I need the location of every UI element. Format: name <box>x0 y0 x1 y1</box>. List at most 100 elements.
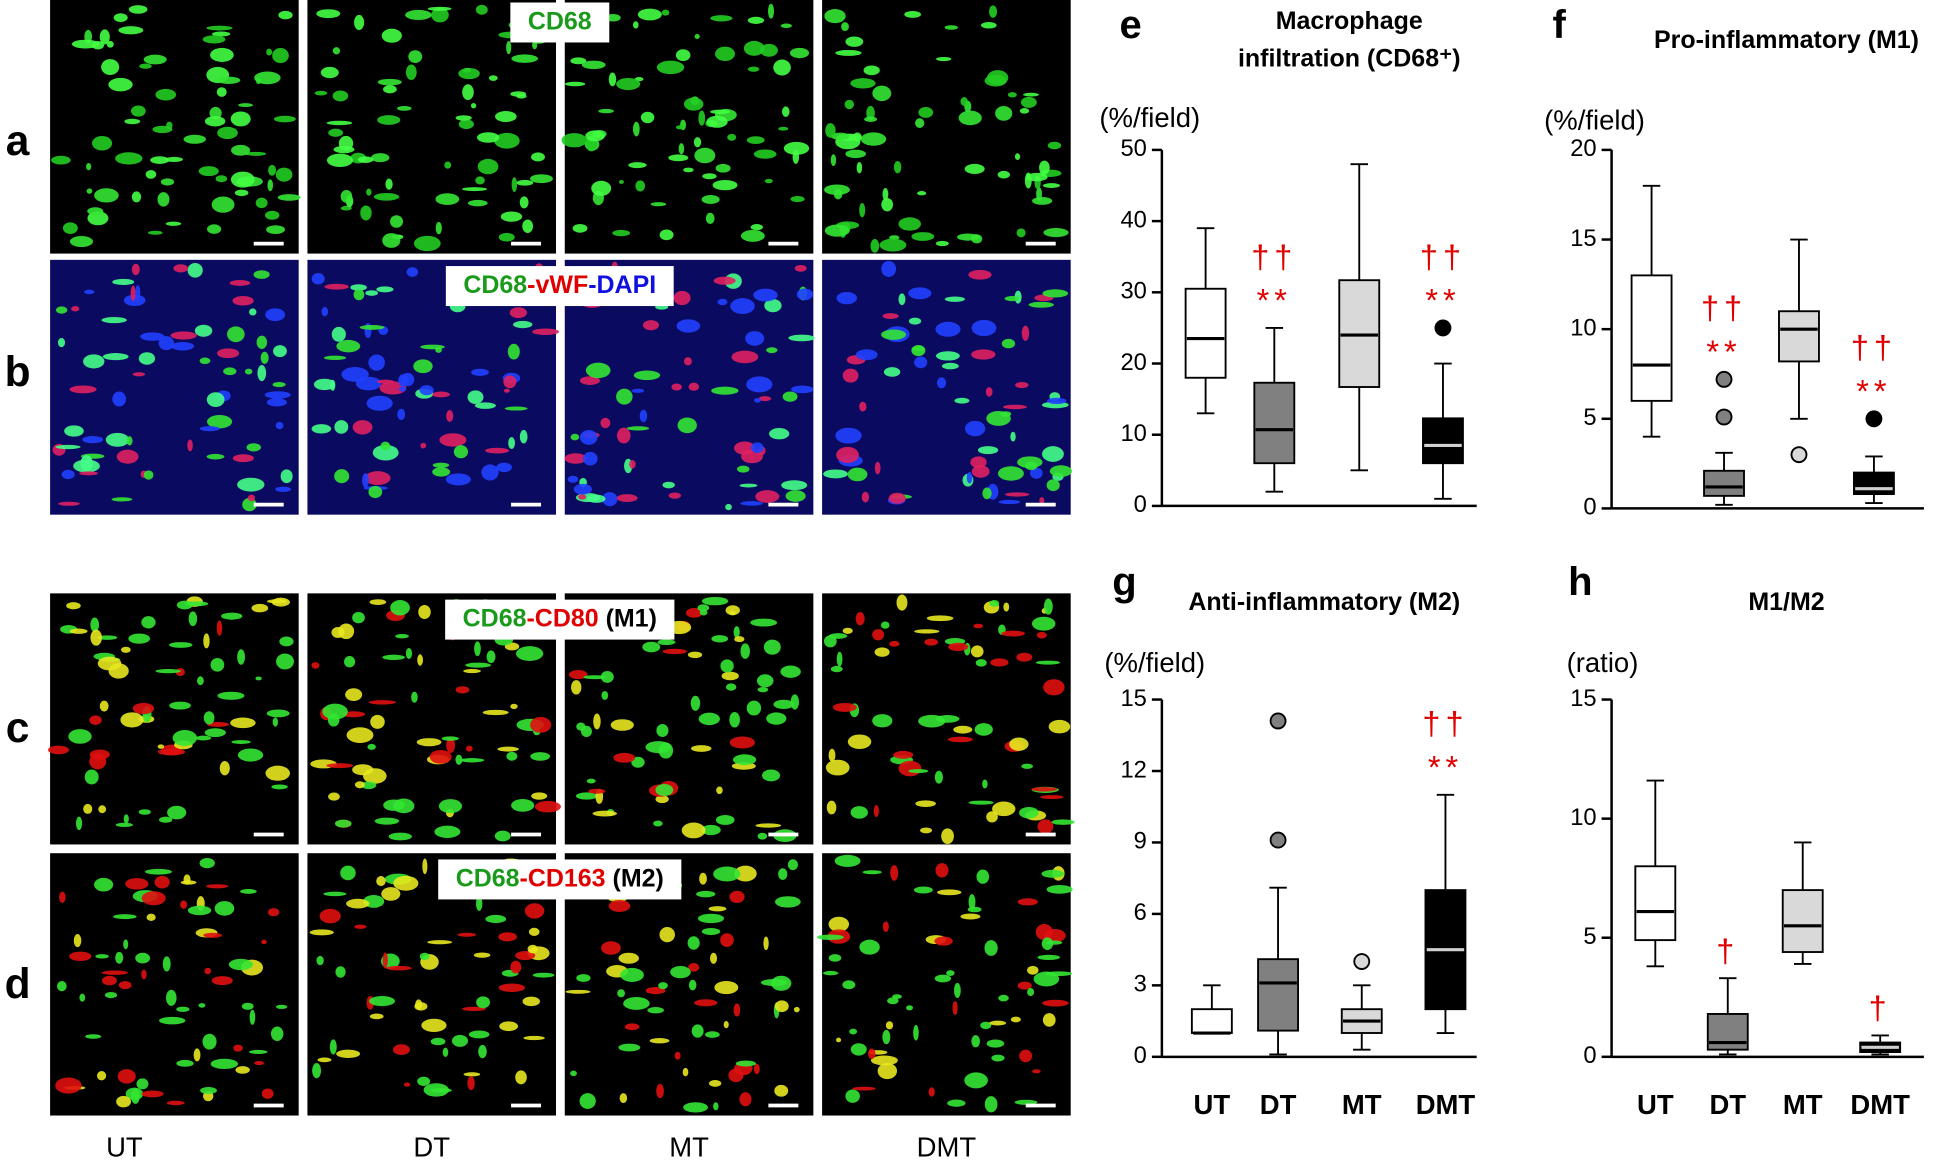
cell-blob <box>581 60 606 70</box>
cell-blob <box>944 296 965 302</box>
cell-blob <box>710 109 731 114</box>
cell-blob <box>896 594 908 611</box>
y-tick-label: 5 <box>1583 405 1596 431</box>
cell-blob <box>936 377 947 389</box>
cell-blob <box>136 1078 149 1090</box>
cell-blob <box>637 8 662 21</box>
cell-blob <box>683 357 692 366</box>
cell-blob <box>633 21 639 29</box>
x-tick-label: MT <box>1783 1089 1823 1120</box>
cell-blob <box>138 809 151 815</box>
cell-blob <box>529 174 553 184</box>
box <box>1781 889 1824 953</box>
cell-blob <box>140 332 165 341</box>
cell-blob <box>429 749 452 764</box>
cell-blob <box>984 1096 998 1113</box>
cell-blob <box>64 425 84 437</box>
outlier <box>1353 953 1371 970</box>
cell-blob <box>618 1043 641 1052</box>
cell-blob <box>980 21 997 29</box>
cell-blob <box>528 927 540 936</box>
cell-blob <box>488 75 498 81</box>
cell-blob <box>617 989 625 998</box>
significance-mark: ** <box>1425 283 1460 319</box>
cell-blob <box>59 891 66 903</box>
cell-blob <box>1010 1016 1021 1023</box>
cell-blob <box>935 321 961 337</box>
cell-blob <box>130 105 146 117</box>
cell-blob <box>771 975 792 991</box>
cell-blob <box>273 115 296 123</box>
cell-blob <box>85 1034 102 1039</box>
cell-blob <box>867 1048 876 1060</box>
cell-blob <box>601 690 609 700</box>
cell-blob <box>357 156 374 163</box>
cell-blob <box>823 469 848 479</box>
cell-blob <box>159 1016 186 1025</box>
cell-blob <box>948 642 969 652</box>
cell-blob <box>503 375 517 389</box>
cell-blob <box>332 90 349 102</box>
cell-blob <box>701 928 721 936</box>
cell-blob <box>674 1051 681 1060</box>
cell-blob <box>247 494 256 502</box>
cell-blob <box>1031 787 1058 792</box>
cell-blob <box>392 1044 410 1056</box>
cell-blob <box>632 121 640 137</box>
cell-blob <box>734 636 745 643</box>
cell-blob <box>661 9 670 16</box>
cell-blob <box>836 446 859 464</box>
cell-blob <box>105 432 130 447</box>
cell-blob <box>383 799 405 811</box>
cell-blob <box>998 499 1021 505</box>
cell-blob <box>705 1031 720 1038</box>
stain-label-part: CD68 <box>456 864 520 892</box>
y-tick-label: 12 <box>1121 757 1147 783</box>
cell-blob <box>215 175 228 183</box>
y-tick-label: 15 <box>1121 686 1147 712</box>
cell-blob <box>498 932 517 942</box>
cell-blob <box>698 712 720 726</box>
cell-blob <box>157 748 186 756</box>
cell-blob <box>265 308 286 322</box>
cell-blob <box>892 994 902 999</box>
cell-blob <box>773 699 795 709</box>
cell-blob <box>683 97 704 111</box>
cell-blob <box>763 639 781 655</box>
box <box>1422 417 1464 465</box>
y-tick-label: 10 <box>1570 805 1596 831</box>
cell-blob <box>1024 461 1038 471</box>
cell-blob <box>610 719 634 731</box>
cell-blob <box>856 161 863 174</box>
cell-blob <box>158 816 173 823</box>
cell-blob <box>696 890 716 898</box>
cell-blob <box>874 461 881 475</box>
cell-blob <box>334 469 350 484</box>
cell-blob <box>473 952 491 958</box>
cell-blob <box>138 352 156 365</box>
cell-blob <box>914 629 940 634</box>
cell-blob <box>530 752 551 761</box>
stain-label-part: (M2) <box>606 864 664 892</box>
cell-blob <box>418 604 431 620</box>
cell-blob <box>494 830 511 842</box>
cell-blob <box>893 160 902 174</box>
stain-label-box <box>438 859 682 900</box>
cell-blob <box>173 264 189 273</box>
cell-blob <box>413 235 441 252</box>
micrograph <box>822 0 1071 254</box>
cell-blob <box>381 28 402 43</box>
cell-blob <box>141 616 156 629</box>
cell-blob <box>708 1079 722 1087</box>
cell-blob <box>223 367 237 376</box>
cell-blob <box>694 999 718 1007</box>
cell-blob <box>989 5 998 18</box>
cell-blob <box>716 786 723 795</box>
cell-blob <box>227 326 245 343</box>
cell-blob <box>790 196 805 203</box>
cell-blob <box>877 1062 898 1080</box>
cell-blob <box>1046 479 1060 492</box>
cell-blob <box>653 820 663 827</box>
cell-blob <box>530 716 552 733</box>
cell-blob <box>246 443 261 452</box>
